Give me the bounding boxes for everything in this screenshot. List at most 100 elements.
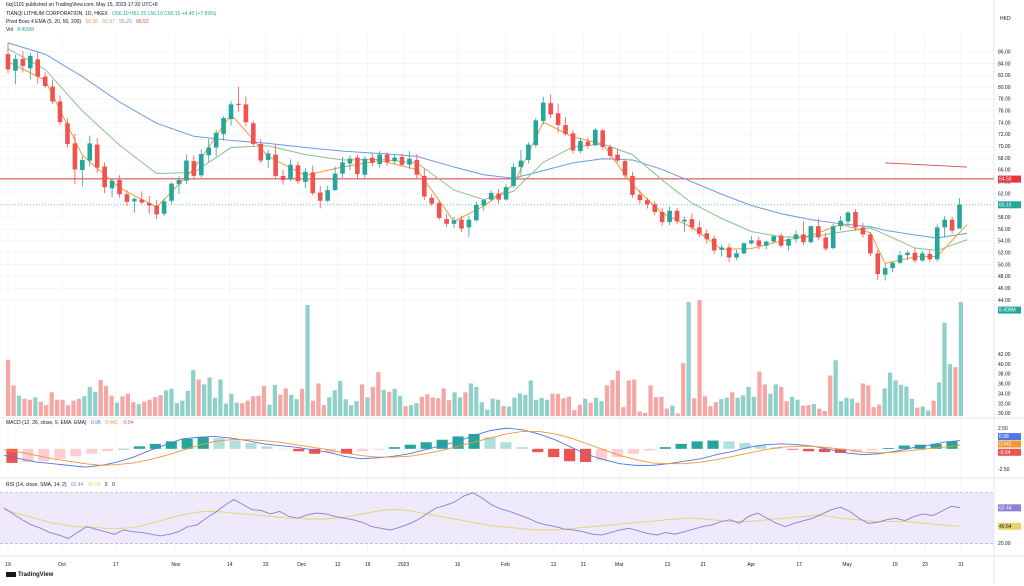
- time-tick-label: Mar: [615, 562, 624, 568]
- volume-bar: [947, 364, 953, 416]
- ema20-line: [7, 48, 968, 251]
- candle-body: [176, 180, 182, 185]
- volume-bar: [610, 379, 615, 416]
- candle-body: [102, 166, 107, 188]
- volume-bar: [16, 395, 22, 416]
- candle-body: [578, 141, 583, 152]
- ohlc-values: O56.10 H61.25 L56.10 C60.15 +4.40 (+7.89…: [112, 11, 217, 17]
- volume-bar: [125, 393, 131, 416]
- volume-bar: [849, 398, 855, 416]
- candle-body: [585, 141, 591, 146]
- candle-body: [466, 219, 472, 228]
- volume-bar: [838, 401, 844, 416]
- volume-bar: [495, 399, 501, 416]
- candle-body: [317, 192, 323, 201]
- candle-body: [161, 201, 167, 214]
- volume-tick-label: 34.00: [998, 391, 1011, 397]
- macd-histogram-bar: [452, 436, 464, 449]
- candle-body: [154, 205, 159, 215]
- macd-histogram-bar: [6, 448, 18, 463]
- macd-histogram-bar: [755, 444, 767, 449]
- macd-signal-value: 0.442: [105, 420, 118, 426]
- time-tick-label: 2023: [398, 562, 409, 568]
- macd-histogram-bar: [261, 446, 273, 449]
- time-tick-label: Dec: [297, 562, 306, 568]
- candle-body: [503, 187, 509, 200]
- volume-bar: [501, 406, 506, 416]
- volume-bar: [38, 401, 43, 416]
- volume-bar: [272, 384, 278, 416]
- volume-bar: [267, 404, 272, 416]
- macd-histogram-bar: [468, 433, 480, 449]
- volume-bar: [321, 405, 327, 416]
- symbol-legend[interactable]: TIANQI LITHIUM CORPORATION, 1D, HKEX O56…: [6, 11, 219, 17]
- volume-bar: [811, 404, 816, 416]
- volume-bar: [604, 385, 610, 416]
- volume-bar: [376, 372, 381, 416]
- candle-body: [734, 253, 739, 258]
- price-tick-label: 84.00: [998, 61, 1011, 67]
- macd-histogram-bar: [340, 448, 353, 454]
- candle-body: [184, 160, 189, 181]
- macd-histogram-bar: [675, 443, 687, 449]
- volume-bar: [185, 390, 190, 416]
- macd-histogram-bar: [245, 443, 257, 449]
- candle-body: [674, 210, 680, 222]
- volume-bar: [544, 399, 550, 416]
- volume-bar: [817, 408, 822, 416]
- volume-bar: [626, 380, 631, 416]
- candle-body: [325, 190, 330, 201]
- volume-legend[interactable]: Vol 8.409M: [6, 27, 37, 33]
- rsi-last-label: 62.44: [999, 505, 1012, 511]
- candle-body: [518, 160, 524, 168]
- candle-body: [927, 253, 933, 260]
- candle-body: [340, 162, 345, 174]
- candle-body: [392, 157, 397, 162]
- volume-bar: [822, 411, 827, 416]
- volume-bar: [555, 393, 561, 416]
- macd-histogram-bar: [564, 448, 576, 462]
- published-by: bizj1101 published on TradingView.com, M…: [6, 2, 158, 8]
- volume-bar: [615, 370, 620, 416]
- volume-bar: [452, 392, 457, 416]
- rsi-ma-value: 40.64: [87, 482, 101, 488]
- volume-bar: [860, 383, 865, 416]
- volume-bar: [54, 399, 60, 416]
- volume-bar: [958, 301, 963, 416]
- volume-bar: [457, 397, 463, 416]
- time-tick-label: 15: [892, 562, 898, 568]
- volume-bar: [898, 384, 904, 416]
- candle-body: [920, 253, 925, 261]
- volume-bar: [120, 396, 125, 416]
- candle-body: [793, 234, 799, 240]
- candle-body: [533, 120, 539, 146]
- candle-body: [407, 158, 412, 165]
- candle-body: [682, 219, 687, 222]
- macd-histogram-bar: [643, 448, 655, 451]
- volume-bar: [316, 383, 321, 416]
- ema20-value: 55.87: [102, 19, 115, 25]
- macd-legend[interactable]: MACD (12, 26, close, 9, EMA, EMA) 0.98 0…: [6, 420, 136, 426]
- candle-body: [689, 219, 695, 228]
- time-tick-label: 22: [263, 562, 269, 568]
- candle-body: [875, 253, 881, 275]
- volume-bar: [408, 405, 414, 416]
- volume-bar: [180, 400, 185, 416]
- time-tick-label: May: [842, 562, 852, 568]
- macd-histogram-bar: [787, 448, 799, 450]
- candle-body: [109, 180, 115, 189]
- volume-bar: [800, 405, 806, 416]
- candle-body: [526, 144, 531, 160]
- ema-legend[interactable]: Pivot Boss 4 EMA (5, 20, 50, 200) 56.56 …: [6, 19, 152, 25]
- candle-body: [42, 76, 48, 87]
- macd-histogram-bar: [101, 448, 114, 452]
- macd-histogram-bar: [866, 448, 878, 451]
- volume-bar: [343, 399, 348, 416]
- macd-signal-line: [3, 430, 961, 466]
- volume-bar: [517, 393, 523, 416]
- price-tick-label: 56.00: [998, 227, 1011, 233]
- rsi-legend[interactable]: RSI (14, close, SMA, 14, 2) 62.44 40.64 …: [6, 482, 118, 488]
- volume-bar: [142, 401, 147, 416]
